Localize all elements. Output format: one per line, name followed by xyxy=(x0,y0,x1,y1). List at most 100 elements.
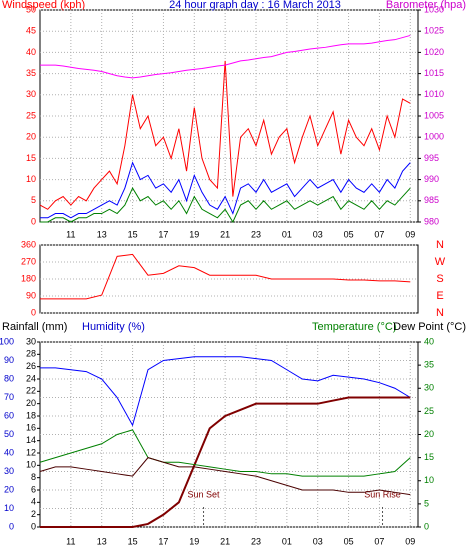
y2-tick-label: 985 xyxy=(424,195,439,205)
y2-tick-label: 1030 xyxy=(424,4,444,14)
chart-title: 24 hour graph day : 16 March 2013 xyxy=(169,0,341,11)
y-tick-label: 45 xyxy=(26,26,36,36)
y3-tick-label: 12 xyxy=(26,447,36,457)
y3-tick-label: 0 xyxy=(31,521,36,531)
y2-tick-label: 1015 xyxy=(424,68,444,78)
x-tick-label: 15 xyxy=(128,229,138,239)
y2-tick-label: 40 xyxy=(424,336,434,346)
x-tick-label: 05 xyxy=(344,229,354,239)
y-tick-label: 30 xyxy=(26,89,36,99)
y-tick-label: 5 xyxy=(31,195,36,205)
y-tick-label: 360 xyxy=(21,239,36,249)
compass-label: N xyxy=(436,307,444,319)
x-tick-label: 11 xyxy=(66,536,75,546)
x-tick-label: 09 xyxy=(405,536,415,546)
y-tick-label: 50 xyxy=(26,4,36,14)
series-line xyxy=(39,429,411,477)
y3-tick-label: 6 xyxy=(31,484,36,494)
y2-tick-label: 20 xyxy=(424,429,434,439)
y3-tick-label: 28 xyxy=(26,349,36,359)
x-tick-label: 01 xyxy=(282,229,292,239)
compass-label: E xyxy=(436,290,443,302)
series-line xyxy=(40,34,411,79)
y3-tick-label: 4 xyxy=(31,497,36,507)
y3-tick-label: 14 xyxy=(26,435,36,445)
y3-tick-label: 24 xyxy=(26,373,36,383)
y3-tick-label: 26 xyxy=(26,361,36,371)
y-tick-label: 30 xyxy=(4,466,14,476)
y2-tick-label: 1020 xyxy=(424,47,444,57)
x-tick-label: 01 xyxy=(282,536,292,546)
y3-tick-label: 20 xyxy=(26,398,36,408)
series-line xyxy=(39,60,411,210)
y2-tick-label: 1025 xyxy=(424,26,444,36)
annotation: Sun Rise xyxy=(364,489,401,499)
y-tick-label: 10 xyxy=(4,503,14,513)
y-tick-label: 40 xyxy=(26,47,36,57)
y3-tick-label: 30 xyxy=(26,336,36,346)
compass-label: S xyxy=(436,273,443,285)
y3-tick-label: 22 xyxy=(26,386,36,396)
y-tick-label: 180 xyxy=(21,273,36,283)
x-tick-label: 03 xyxy=(313,536,323,546)
y-tick-label: 90 xyxy=(4,355,14,365)
y-tick-label: 270 xyxy=(21,256,36,266)
series-line xyxy=(40,396,411,528)
x-tick-label: 13 xyxy=(97,229,107,239)
y-tick-label: 0 xyxy=(9,521,14,531)
y2-tick-label: 0 xyxy=(424,521,429,531)
x-tick-label: 07 xyxy=(374,536,384,546)
axis-title: Barometer (hpa) xyxy=(386,0,466,11)
x-tick-label: 15 xyxy=(128,536,138,546)
x-tick-label: 09 xyxy=(405,229,415,239)
annotation: Sun Set xyxy=(188,489,221,499)
y-tick-label: 0 xyxy=(31,307,36,317)
x-tick-label: 17 xyxy=(158,536,168,546)
y-tick-label: 15 xyxy=(26,153,36,163)
y2-tick-label: 980 xyxy=(424,216,439,226)
axis-title: Rainfall (mm) xyxy=(2,321,67,333)
y3-tick-label: 16 xyxy=(26,423,36,433)
series-line xyxy=(40,356,411,427)
x-tick-label: 19 xyxy=(189,536,199,546)
x-tick-label: 03 xyxy=(313,229,323,239)
x-tick-label: 13 xyxy=(97,536,107,546)
y-tick-label: 20 xyxy=(4,484,14,494)
x-tick-label: 21 xyxy=(220,229,230,239)
series-line xyxy=(40,161,411,219)
y2-tick-label: 30 xyxy=(424,383,434,393)
series-line xyxy=(40,253,411,300)
x-tick-label: 11 xyxy=(66,229,75,239)
axis-title: Humidity (%) xyxy=(82,321,145,333)
y-tick-label: 10 xyxy=(26,174,36,184)
y3-tick-label: 8 xyxy=(31,472,36,482)
y-tick-label: 40 xyxy=(4,447,14,457)
y2-tick-label: 25 xyxy=(424,406,434,416)
y-tick-label: 60 xyxy=(4,410,14,420)
y-tick-label: 0 xyxy=(31,216,36,226)
y2-tick-label: 35 xyxy=(424,360,434,370)
y-tick-label: 50 xyxy=(4,429,14,439)
y3-tick-label: 2 xyxy=(31,509,36,519)
axis-title: Dew Point (°C) xyxy=(393,321,466,333)
x-tick-label: 21 xyxy=(220,536,230,546)
compass-label: W xyxy=(435,256,446,268)
axis-title: Temperature (°C) xyxy=(312,321,396,333)
y2-tick-label: 1010 xyxy=(424,89,444,99)
series-line xyxy=(39,457,411,496)
series-line xyxy=(40,187,411,224)
y2-tick-label: 1005 xyxy=(424,110,444,120)
x-tick-label: 19 xyxy=(189,229,199,239)
y-tick-label: 70 xyxy=(4,392,14,402)
compass-label: N xyxy=(436,239,444,251)
x-tick-label: 23 xyxy=(251,536,261,546)
y2-tick-label: 995 xyxy=(424,153,439,163)
x-tick-label: 05 xyxy=(344,536,354,546)
y-tick-label: 20 xyxy=(26,132,36,142)
x-tick-label: 17 xyxy=(158,229,168,239)
y3-tick-label: 18 xyxy=(26,410,36,420)
y2-tick-label: 990 xyxy=(424,174,439,184)
y2-tick-label: 10 xyxy=(424,475,434,485)
